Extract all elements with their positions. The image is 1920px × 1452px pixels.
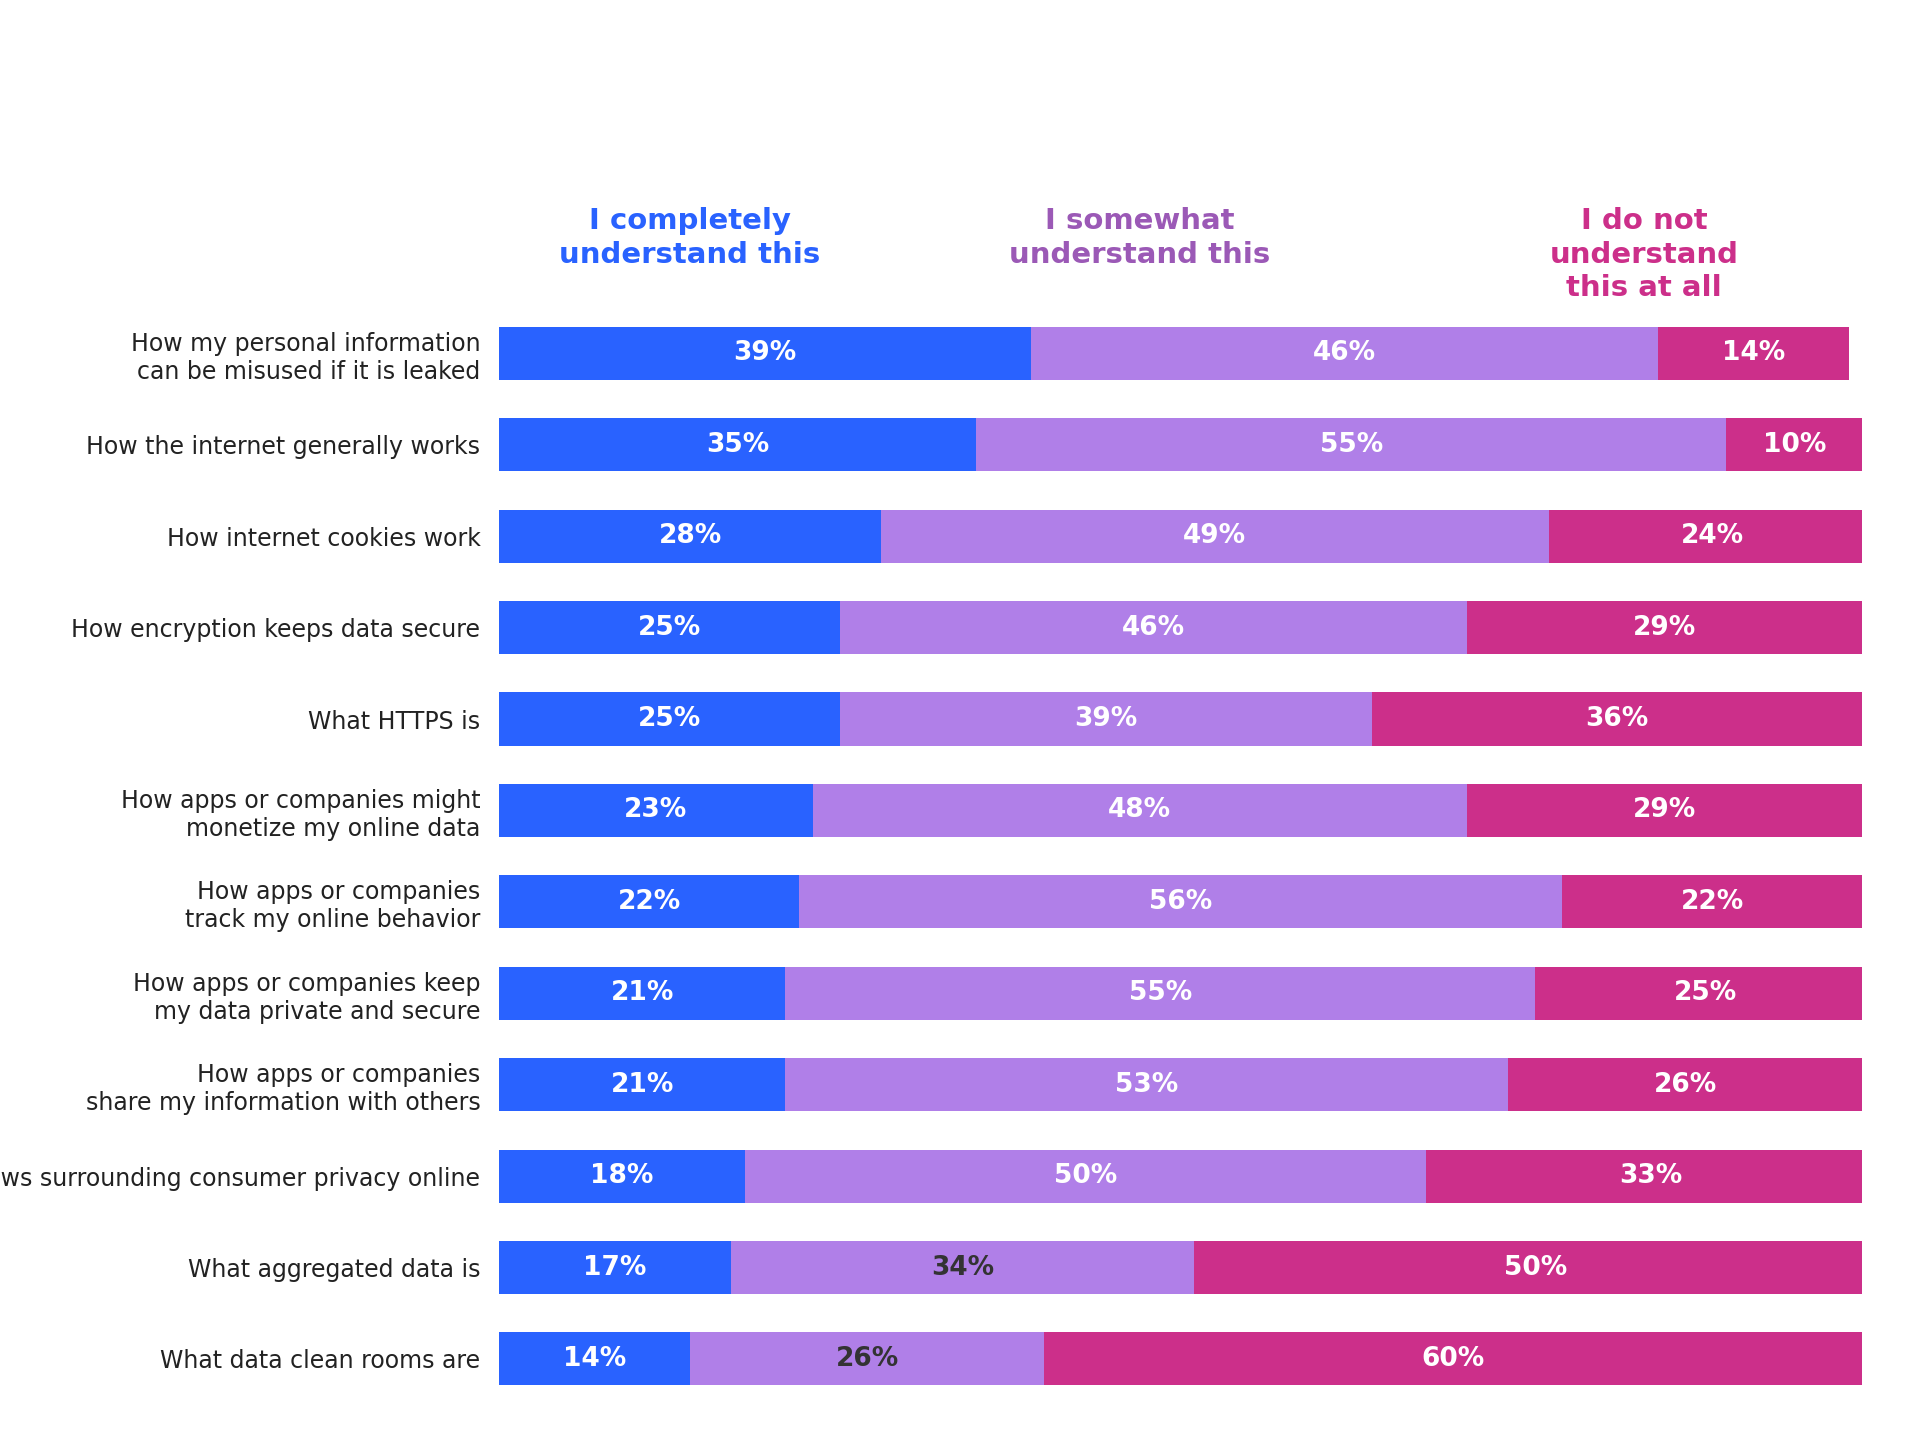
Bar [499, 876, 799, 928]
Text: 14%: 14% [1722, 340, 1786, 366]
Text: 26%: 26% [1653, 1072, 1716, 1098]
Text: 56%: 56% [1150, 889, 1212, 915]
Bar [499, 1241, 732, 1294]
Text: 55%: 55% [1129, 980, 1192, 1006]
Text: I do not
understand
this at all: I do not understand this at all [1549, 208, 1740, 302]
Bar [1549, 510, 1876, 563]
Bar [499, 418, 975, 472]
Bar [499, 693, 841, 745]
Text: 36%: 36% [1586, 706, 1649, 732]
Bar [499, 327, 1031, 380]
Bar [1031, 327, 1657, 380]
Text: 26%: 26% [835, 1346, 899, 1372]
Bar [881, 510, 1549, 563]
Text: 53%: 53% [1116, 1072, 1179, 1098]
Text: 22%: 22% [1680, 889, 1743, 915]
Text: 33%: 33% [1619, 1163, 1682, 1189]
Text: 23%: 23% [624, 797, 687, 823]
Text: 46%: 46% [1313, 340, 1377, 366]
Text: 34%: 34% [931, 1255, 995, 1281]
Bar [499, 1059, 785, 1111]
Bar [499, 967, 785, 1019]
Bar [1371, 693, 1862, 745]
Bar [1427, 1150, 1876, 1202]
Bar [499, 1333, 689, 1385]
Bar [1507, 1059, 1862, 1111]
Text: I somewhat
understand this: I somewhat understand this [1010, 208, 1271, 269]
Text: 29%: 29% [1634, 614, 1697, 640]
Bar [975, 418, 1726, 472]
Text: 17%: 17% [584, 1255, 647, 1281]
Bar [1726, 418, 1862, 472]
Text: 35%: 35% [707, 431, 770, 457]
Bar [1467, 784, 1862, 836]
Text: I completely
understand this: I completely understand this [559, 208, 820, 269]
Bar [499, 1150, 745, 1202]
Text: 49%: 49% [1183, 523, 1246, 549]
Text: 46%: 46% [1121, 614, 1185, 640]
Text: 50%: 50% [1054, 1163, 1117, 1189]
Text: 22%: 22% [618, 889, 682, 915]
Text: 25%: 25% [1674, 980, 1738, 1006]
Text: 25%: 25% [637, 614, 701, 640]
Bar [785, 967, 1536, 1019]
Bar [1657, 327, 1849, 380]
Bar [785, 1059, 1507, 1111]
Bar [499, 601, 841, 653]
Bar [732, 1241, 1194, 1294]
Text: 14%: 14% [563, 1346, 626, 1372]
Text: 25%: 25% [637, 706, 701, 732]
Text: 48%: 48% [1108, 797, 1171, 823]
Text: 50%: 50% [1503, 1255, 1567, 1281]
Text: 18%: 18% [589, 1163, 653, 1189]
Bar [1467, 601, 1862, 653]
Bar [841, 601, 1467, 653]
Text: 21%: 21% [611, 980, 674, 1006]
Text: 28%: 28% [659, 523, 722, 549]
Text: 39%: 39% [1073, 706, 1137, 732]
Text: 29%: 29% [1634, 797, 1697, 823]
Text: 60%: 60% [1423, 1346, 1484, 1372]
Bar [745, 1150, 1427, 1202]
Bar [499, 784, 812, 836]
Bar [499, 510, 881, 563]
Text: 21%: 21% [611, 1072, 674, 1098]
Bar [1536, 967, 1876, 1019]
Bar [1194, 1241, 1876, 1294]
Bar [1563, 876, 1862, 928]
Bar [812, 784, 1467, 836]
Bar [689, 1333, 1044, 1385]
Text: 10%: 10% [1763, 431, 1826, 457]
Bar [1044, 1333, 1862, 1385]
Bar [799, 876, 1563, 928]
Text: 24%: 24% [1680, 523, 1743, 549]
Bar [841, 693, 1371, 745]
Text: 39%: 39% [733, 340, 797, 366]
Text: 55%: 55% [1319, 431, 1382, 457]
